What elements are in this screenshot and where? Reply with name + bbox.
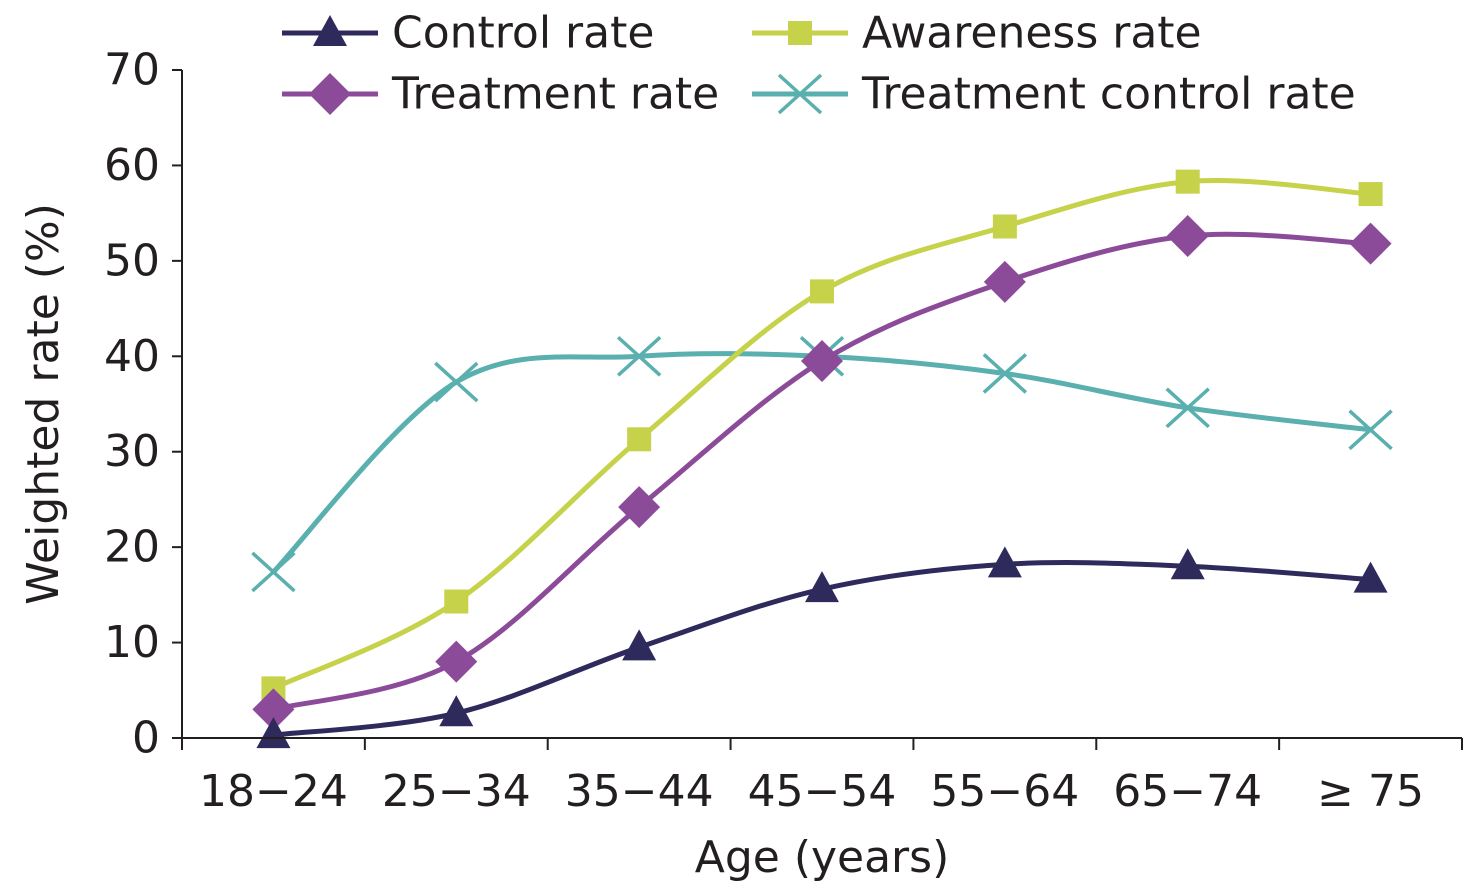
data-point-diamond xyxy=(618,486,661,529)
axes: 0 10 20 30 40 50 60 70 18−24 25−34 35−44 45−54 55−64… xyxy=(104,45,1463,817)
data-point-diamond xyxy=(983,260,1026,303)
x-axis-title: Age (years) xyxy=(695,832,950,883)
x-tick-label: 35−44 xyxy=(565,766,714,817)
legend-marker-triangle xyxy=(313,15,347,46)
x-tick-label: ≥ 75 xyxy=(1317,766,1424,817)
data-point-diamond xyxy=(1349,222,1392,265)
x-tick-label: 65−74 xyxy=(1113,766,1262,817)
x-tick-label: 18−24 xyxy=(199,766,348,817)
data-point-square xyxy=(1175,169,1200,194)
data-point-triangle xyxy=(622,629,657,661)
data-point-triangle xyxy=(805,571,839,603)
legend-label: Control rate xyxy=(392,8,654,59)
series-line xyxy=(270,231,1374,712)
y-tick-label: 0 xyxy=(132,713,160,764)
series-layer xyxy=(251,169,1393,749)
series-line xyxy=(270,351,1374,575)
data-point-square xyxy=(627,427,652,452)
data-point-triangle xyxy=(1170,548,1205,580)
data-point-triangle xyxy=(987,546,1022,578)
y-tick-label: 10 xyxy=(104,617,160,668)
data-point-diamond xyxy=(435,640,478,683)
data-point-diamond xyxy=(1166,215,1209,258)
legend-label: Treatment rate xyxy=(391,69,719,120)
x-tick-label: 45−54 xyxy=(748,766,897,817)
legend-item-treatment-rate: Treatment rate xyxy=(282,69,719,120)
x-tick-label: 25−34 xyxy=(382,766,531,817)
y-axis-title: Weighted rate (%) xyxy=(18,203,69,605)
data-point-x xyxy=(1165,387,1210,429)
legend-marker-diamond xyxy=(309,73,351,115)
y-tick-label: 30 xyxy=(104,426,160,477)
legend-item-awareness-rate: Awareness rate xyxy=(752,8,1202,59)
data-point-square xyxy=(1358,182,1383,207)
y-tick-label: 60 xyxy=(104,140,160,191)
y-tick-label: 50 xyxy=(104,235,160,286)
legend-item-treatment-control-rate: Treatment control rate xyxy=(752,69,1356,120)
series-awareness-rate xyxy=(261,169,1383,701)
data-point-triangle xyxy=(1353,561,1388,593)
data-point-triangle xyxy=(256,717,291,749)
legend: Control rate Awareness rate Treatment rate… xyxy=(282,8,1356,120)
data-point-x xyxy=(616,335,662,377)
legend-marker-x xyxy=(777,73,823,115)
data-point-square xyxy=(992,214,1017,239)
y-tick-label: 70 xyxy=(104,45,160,96)
legend-label: Awareness rate xyxy=(862,8,1202,59)
x-tick-label: 55−64 xyxy=(930,766,1079,817)
legend-marker-square xyxy=(788,21,812,45)
y-tick-label: 20 xyxy=(104,522,160,573)
series-line xyxy=(270,178,1374,691)
data-point-diamond xyxy=(252,688,295,731)
data-point-x xyxy=(1348,409,1393,451)
y-tick-label: 40 xyxy=(104,331,160,382)
legend-item-control-rate: Control rate xyxy=(282,8,654,59)
series-treatment-rate xyxy=(252,215,1392,731)
legend-label: Treatment control rate xyxy=(861,69,1356,120)
data-point-square xyxy=(444,589,469,614)
data-point-x xyxy=(251,551,296,593)
data-point-x xyxy=(434,361,479,403)
data-point-square xyxy=(810,279,834,304)
series-control-rate xyxy=(256,546,1388,749)
data-point-triangle xyxy=(439,695,474,727)
data-point-diamond xyxy=(801,340,843,383)
data-point-x xyxy=(982,353,1028,394)
